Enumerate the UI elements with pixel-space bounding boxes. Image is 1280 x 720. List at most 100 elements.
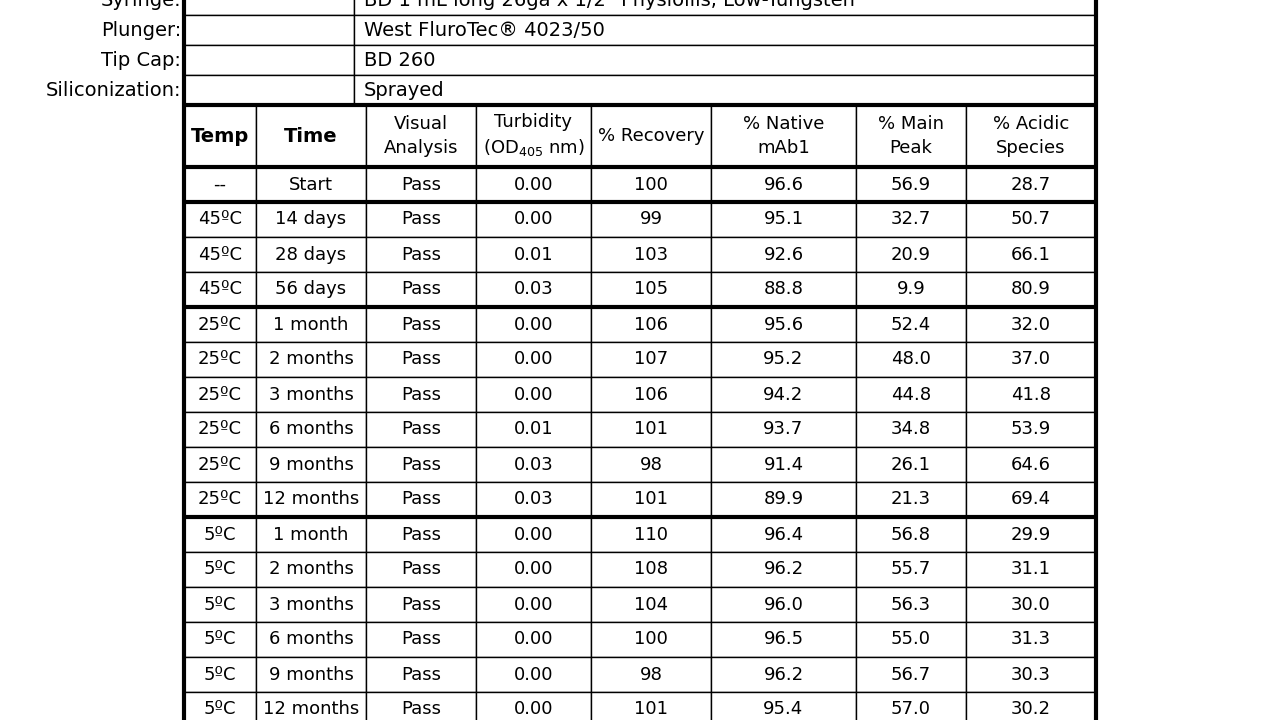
Bar [591, 447, 710, 482]
Text: 94.2: 94.2 [763, 385, 804, 403]
Text: 101: 101 [634, 420, 668, 438]
Text: Pass: Pass [401, 631, 442, 649]
Text: 98: 98 [640, 456, 663, 474]
Bar [476, 307, 591, 342]
Text: BD 260: BD 260 [364, 50, 435, 70]
Bar [476, 342, 591, 377]
Bar [710, 202, 856, 237]
Text: Temp: Temp [191, 127, 250, 145]
Text: 106: 106 [634, 315, 668, 333]
Text: 91.4: 91.4 [763, 456, 804, 474]
Text: 1 month: 1 month [274, 315, 348, 333]
Bar [366, 307, 476, 342]
Text: 96.2: 96.2 [763, 560, 804, 578]
Text: Pass: Pass [401, 385, 442, 403]
Text: Analysis: Analysis [384, 140, 458, 158]
Bar [710, 552, 856, 587]
Bar [966, 412, 1096, 447]
Bar [591, 552, 710, 587]
Text: 9 months: 9 months [269, 456, 353, 474]
Text: 20.9: 20.9 [891, 246, 931, 264]
Bar [966, 692, 1096, 720]
Bar [184, 482, 256, 517]
Bar [476, 412, 591, 447]
Text: 2 months: 2 months [269, 351, 353, 369]
Text: 29.9: 29.9 [1011, 526, 1051, 544]
Bar [256, 412, 366, 447]
Text: 6 months: 6 months [269, 420, 353, 438]
Text: 0.00: 0.00 [513, 701, 553, 719]
Text: 28.7: 28.7 [1011, 176, 1051, 194]
Text: 31.3: 31.3 [1011, 631, 1051, 649]
Bar [966, 342, 1096, 377]
Bar [184, 45, 355, 75]
Text: 100: 100 [634, 631, 668, 649]
Bar [256, 482, 366, 517]
Bar [966, 447, 1096, 482]
Text: Peak: Peak [890, 140, 932, 158]
Bar [256, 377, 366, 412]
Bar [184, 202, 256, 237]
Text: 0.00: 0.00 [513, 176, 553, 194]
Text: 64.6: 64.6 [1011, 456, 1051, 474]
Text: 103: 103 [634, 246, 668, 264]
Text: 57.0: 57.0 [891, 701, 931, 719]
Text: 25ºC: 25ºC [198, 315, 242, 333]
Text: % Recovery: % Recovery [598, 127, 704, 145]
Bar [256, 657, 366, 692]
Bar [966, 272, 1096, 307]
Bar [966, 167, 1096, 202]
Bar [966, 657, 1096, 692]
Bar [710, 517, 856, 552]
Bar [710, 657, 856, 692]
Text: 0.00: 0.00 [513, 315, 553, 333]
Bar [476, 202, 591, 237]
Bar [856, 307, 966, 342]
Text: 0.00: 0.00 [513, 210, 553, 228]
Bar [366, 105, 476, 167]
Bar [184, 167, 256, 202]
Text: 101: 101 [634, 490, 668, 508]
Bar [256, 237, 366, 272]
Text: Tip Cap:: Tip Cap: [101, 50, 180, 70]
Bar [184, 412, 256, 447]
Bar [476, 657, 591, 692]
Bar [591, 237, 710, 272]
Bar [366, 237, 476, 272]
Bar [710, 377, 856, 412]
Text: 104: 104 [634, 595, 668, 613]
Text: 66.1: 66.1 [1011, 246, 1051, 264]
Bar [184, 342, 256, 377]
Text: 80.9: 80.9 [1011, 281, 1051, 299]
Bar [710, 237, 856, 272]
Text: Pass: Pass [401, 595, 442, 613]
Bar [184, 517, 256, 552]
Text: 50.7: 50.7 [1011, 210, 1051, 228]
Text: Visual: Visual [394, 114, 448, 132]
Bar [710, 272, 856, 307]
Text: 95.1: 95.1 [763, 210, 804, 228]
Text: 25ºC: 25ºC [198, 456, 242, 474]
Text: 108: 108 [634, 560, 668, 578]
Bar [256, 622, 366, 657]
Bar [591, 202, 710, 237]
Text: 32.0: 32.0 [1011, 315, 1051, 333]
Text: 0.03: 0.03 [513, 456, 553, 474]
Bar [856, 237, 966, 272]
Text: Pass: Pass [401, 351, 442, 369]
Text: 12 months: 12 months [262, 490, 360, 508]
Text: 5ºC: 5ºC [204, 560, 237, 578]
Bar [966, 237, 1096, 272]
Text: 0.00: 0.00 [513, 385, 553, 403]
Bar [184, 447, 256, 482]
Bar [476, 482, 591, 517]
Bar [256, 342, 366, 377]
Bar [966, 307, 1096, 342]
Bar [476, 237, 591, 272]
Text: 2 months: 2 months [269, 560, 353, 578]
Text: 5ºC: 5ºC [204, 631, 237, 649]
Text: 31.1: 31.1 [1011, 560, 1051, 578]
Bar [710, 342, 856, 377]
Bar [710, 307, 856, 342]
Text: 55.0: 55.0 [891, 631, 931, 649]
